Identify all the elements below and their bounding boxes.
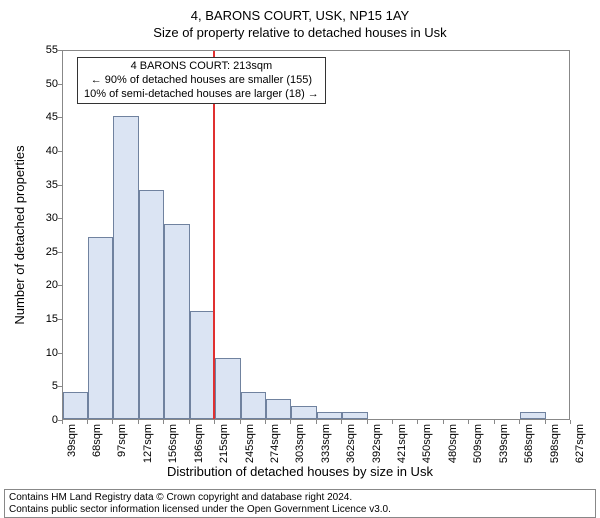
y-tick-mark	[58, 319, 62, 320]
histogram-bar	[190, 311, 215, 419]
x-tick-label: 97sqm	[116, 424, 128, 457]
y-tick-label: 35	[28, 179, 58, 191]
y-tick-mark	[58, 353, 62, 354]
y-tick-label: 5	[28, 380, 58, 392]
histogram-bar	[317, 412, 342, 419]
x-tick-label: 333sqm	[320, 424, 332, 463]
x-tick-mark	[494, 420, 495, 424]
x-tick-mark	[163, 420, 164, 424]
x-tick-label: 68sqm	[91, 424, 103, 457]
x-tick-mark	[392, 420, 393, 424]
x-tick-mark	[367, 420, 368, 424]
y-axis-label: Number of detached properties	[12, 145, 27, 324]
x-tick-label: 539sqm	[498, 424, 510, 463]
x-tick-label: 303sqm	[294, 424, 306, 463]
y-tick-label: 50	[28, 78, 58, 90]
y-tick-label: 30	[28, 212, 58, 224]
x-tick-label: 245sqm	[244, 424, 256, 463]
annotation-line: 4 BARONS COURT: 213sqm	[84, 60, 319, 74]
y-tick-mark	[58, 117, 62, 118]
histogram-bar	[164, 224, 190, 419]
histogram-bar	[291, 406, 317, 419]
annotation-line: ← 90% of detached houses are smaller (15…	[84, 74, 319, 88]
chart-plot-area: 4 BARONS COURT: 213sqm ← 90% of detached…	[62, 50, 570, 420]
title-sub: Size of property relative to detached ho…	[0, 23, 600, 40]
title-main: 4, BARONS COURT, USK, NP15 1AY	[0, 0, 600, 23]
y-tick-label: 15	[28, 313, 58, 325]
histogram-bar	[88, 237, 113, 419]
y-tick-label: 0	[28, 414, 58, 426]
y-tick-label: 40	[28, 145, 58, 157]
x-tick-mark	[316, 420, 317, 424]
histogram-bar	[63, 392, 88, 419]
x-tick-label: 598sqm	[549, 424, 561, 463]
footer-line: Contains HM Land Registry data © Crown c…	[9, 492, 591, 504]
x-tick-mark	[545, 420, 546, 424]
histogram-bar	[241, 392, 266, 419]
x-tick-mark	[341, 420, 342, 424]
y-tick-mark	[58, 218, 62, 219]
x-tick-label: 186sqm	[193, 424, 205, 463]
x-tick-label: 509sqm	[472, 424, 484, 463]
histogram-bar	[520, 412, 546, 419]
y-tick-label: 25	[28, 246, 58, 258]
x-tick-mark	[240, 420, 241, 424]
x-tick-label: 450sqm	[421, 424, 433, 463]
x-tick-label: 274sqm	[269, 424, 281, 463]
x-tick-mark	[87, 420, 88, 424]
x-tick-mark	[519, 420, 520, 424]
x-tick-mark	[138, 420, 139, 424]
footer-line: Contains public sector information licen…	[9, 504, 591, 516]
y-tick-mark	[58, 84, 62, 85]
x-tick-mark	[214, 420, 215, 424]
histogram-bar	[215, 358, 241, 419]
histogram-bar	[342, 412, 368, 419]
histogram-bar	[266, 399, 291, 419]
y-tick-mark	[58, 252, 62, 253]
x-tick-label: 392sqm	[371, 424, 383, 463]
y-tick-label: 10	[28, 347, 58, 359]
y-tick-mark	[58, 285, 62, 286]
x-tick-label: 39sqm	[66, 424, 78, 457]
footer-attribution: Contains HM Land Registry data © Crown c…	[4, 489, 596, 518]
x-axis-label: Distribution of detached houses by size …	[0, 464, 600, 479]
x-tick-label: 215sqm	[218, 424, 230, 463]
y-tick-mark	[58, 50, 62, 51]
x-tick-label: 480sqm	[447, 424, 459, 463]
x-tick-mark	[112, 420, 113, 424]
x-tick-mark	[570, 420, 571, 424]
y-tick-mark	[58, 386, 62, 387]
y-tick-label: 55	[28, 44, 58, 56]
y-tick-label: 20	[28, 279, 58, 291]
x-tick-label: 156sqm	[167, 424, 179, 463]
x-tick-mark	[290, 420, 291, 424]
x-tick-label: 627sqm	[574, 424, 586, 463]
histogram-bar	[113, 116, 139, 419]
x-tick-mark	[189, 420, 190, 424]
y-tick-mark	[58, 185, 62, 186]
annotation-box: 4 BARONS COURT: 213sqm ← 90% of detached…	[77, 57, 326, 104]
y-tick-mark	[58, 151, 62, 152]
x-tick-label: 127sqm	[142, 424, 154, 463]
x-tick-mark	[443, 420, 444, 424]
annotation-line: 10% of semi-detached houses are larger (…	[84, 88, 319, 102]
x-tick-label: 362sqm	[345, 424, 357, 463]
reference-line	[213, 51, 215, 419]
y-tick-label: 45	[28, 111, 58, 123]
histogram-bar	[139, 190, 164, 419]
x-tick-mark	[62, 420, 63, 424]
x-tick-mark	[265, 420, 266, 424]
x-tick-label: 421sqm	[396, 424, 408, 463]
x-tick-mark	[468, 420, 469, 424]
x-tick-label: 568sqm	[523, 424, 535, 463]
x-tick-mark	[417, 420, 418, 424]
